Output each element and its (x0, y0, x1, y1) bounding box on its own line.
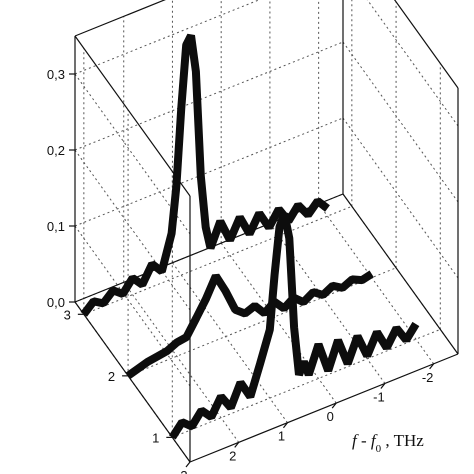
series-line-y3 (80, 33, 330, 317)
y-tick-label: 3 (64, 307, 71, 322)
z-tick-label: 0,1 (47, 219, 65, 234)
grid-line-back-z (74, 41, 344, 151)
axis-box-edge (74, 0, 166, 37)
x-tick-label: -2 (422, 370, 434, 385)
y-tick-label: 2 (108, 369, 115, 384)
grid-line-back-z (74, 117, 344, 227)
x-tick-label: 2 (229, 448, 236, 463)
grid-line-back-z (74, 0, 260, 75)
x-tick-mark (331, 402, 337, 409)
axis-box-edge (189, 353, 459, 463)
x-tick-label: 3 (180, 468, 187, 474)
x-tick-label: 0 (327, 409, 334, 424)
axis-box-edge (342, 193, 459, 355)
y-tick-label: 1 (152, 430, 159, 445)
x-tick-mark (282, 422, 288, 429)
x-tick-label: -1 (373, 389, 385, 404)
x-tick-mark (185, 461, 191, 468)
x-tick-label: 1 (278, 429, 285, 444)
axis-box-edge (394, 0, 459, 89)
z-tick-label: 0,0 (47, 295, 65, 310)
grid-line-floor-y (172, 328, 441, 438)
axis-box-edge (74, 35, 191, 197)
axes (69, 0, 459, 468)
x-tick-mark (380, 383, 386, 389)
grid-line-floor-y (83, 205, 353, 315)
z-tick-label: 0,3 (47, 67, 65, 82)
series-line-y2 (125, 270, 374, 380)
z-tick-label: 0,2 (47, 143, 65, 158)
x-axis-label: f - f0 , THz (352, 431, 424, 455)
x-tick-mark (429, 363, 435, 370)
grid-lines (74, 0, 459, 463)
series-line-y1 (168, 212, 420, 440)
x-tick-mark (234, 441, 240, 448)
grid-line-floor-y (127, 267, 397, 377)
series-lines (80, 33, 420, 440)
